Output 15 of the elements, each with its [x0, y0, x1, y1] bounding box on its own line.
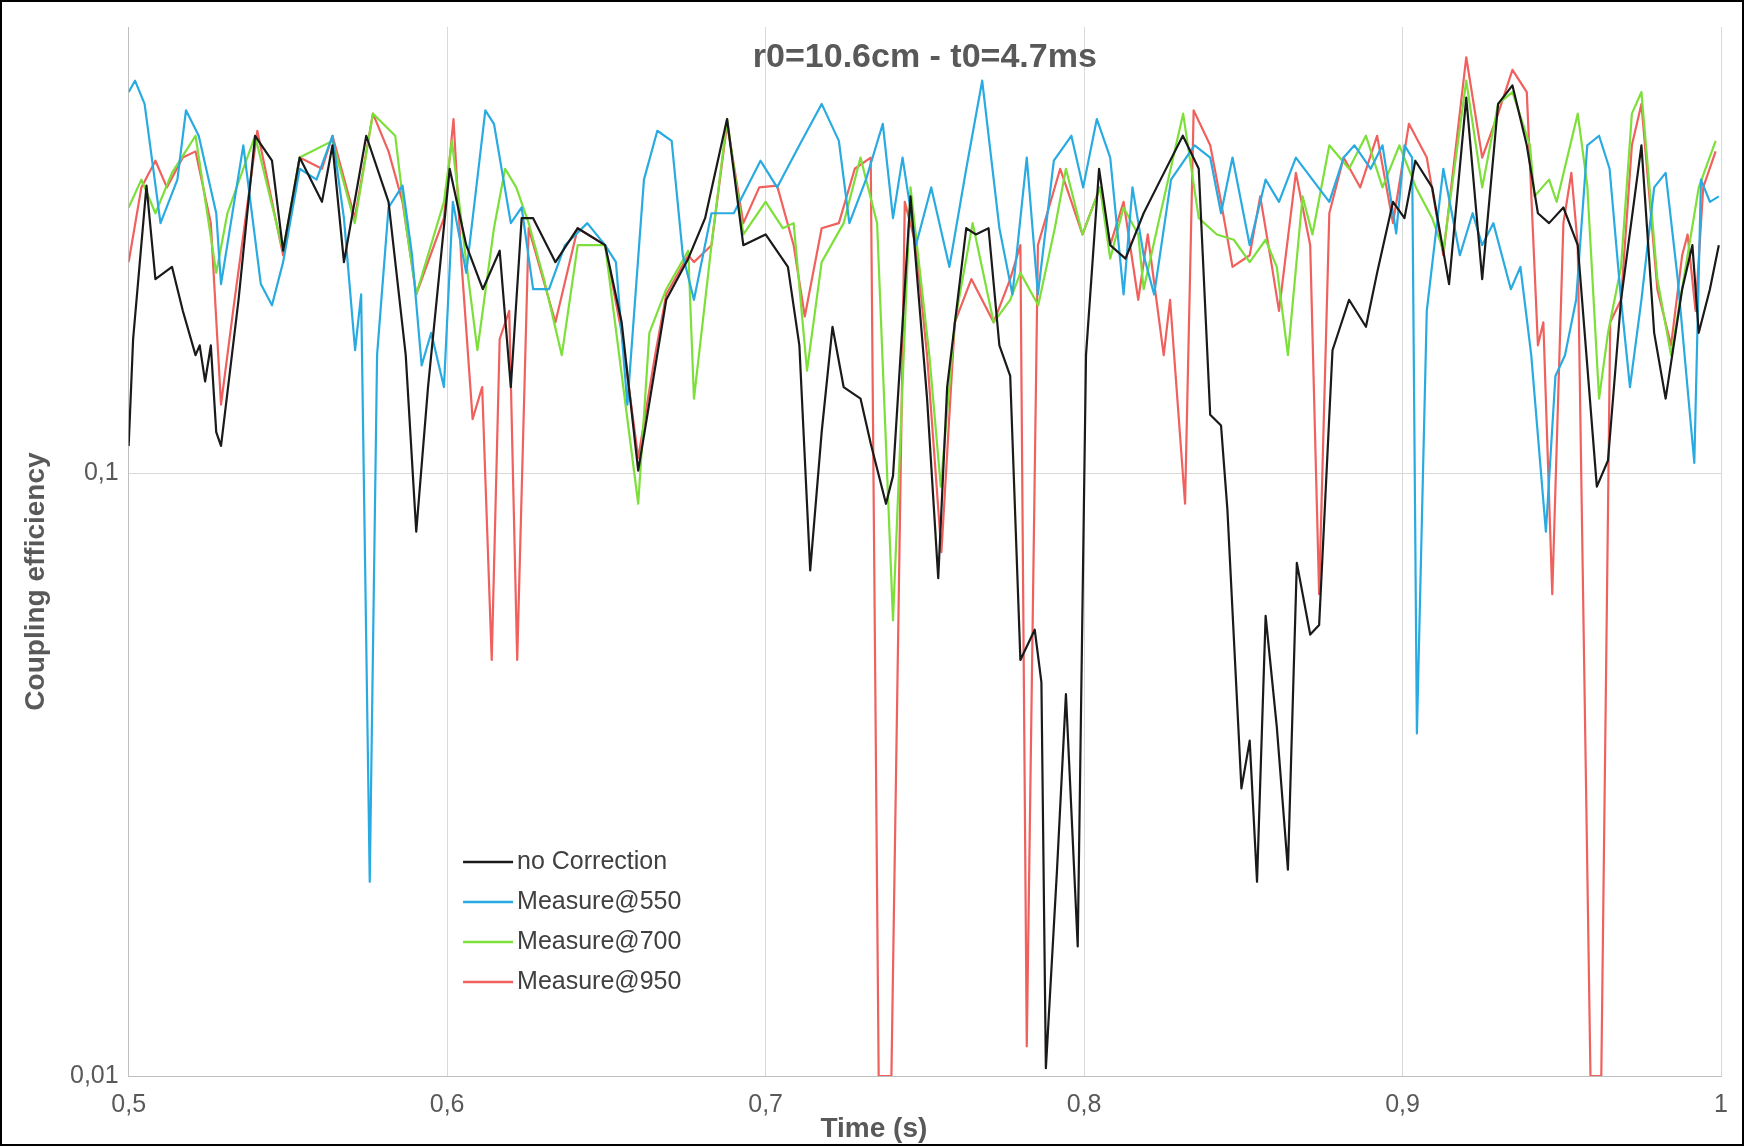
x-tick-label: 0,9 — [1385, 1088, 1420, 1117]
y-axis-title: Coupling efficiency — [18, 451, 50, 711]
x-tick-label: 0,8 — [1066, 1088, 1102, 1117]
legend-label: Measure@950 — [517, 965, 682, 994]
x-axis-title: Time (s) — [820, 1111, 928, 1143]
chart-title: r0=10.6cm - t0=4.7ms — [752, 36, 1097, 75]
x-tick-label: 0,5 — [111, 1088, 147, 1117]
x-tick-label: 0,7 — [748, 1088, 783, 1117]
y-tick-label: 0,01 — [69, 1059, 119, 1088]
y-tick-label: 0,1 — [83, 457, 119, 486]
legend-label: Measure@550 — [517, 885, 682, 914]
legend-label: Measure@700 — [517, 925, 682, 954]
x-tick-label: 0,6 — [429, 1088, 465, 1117]
x-tick-label: 1 — [1714, 1088, 1728, 1117]
legend-label: no Correction — [517, 845, 668, 874]
